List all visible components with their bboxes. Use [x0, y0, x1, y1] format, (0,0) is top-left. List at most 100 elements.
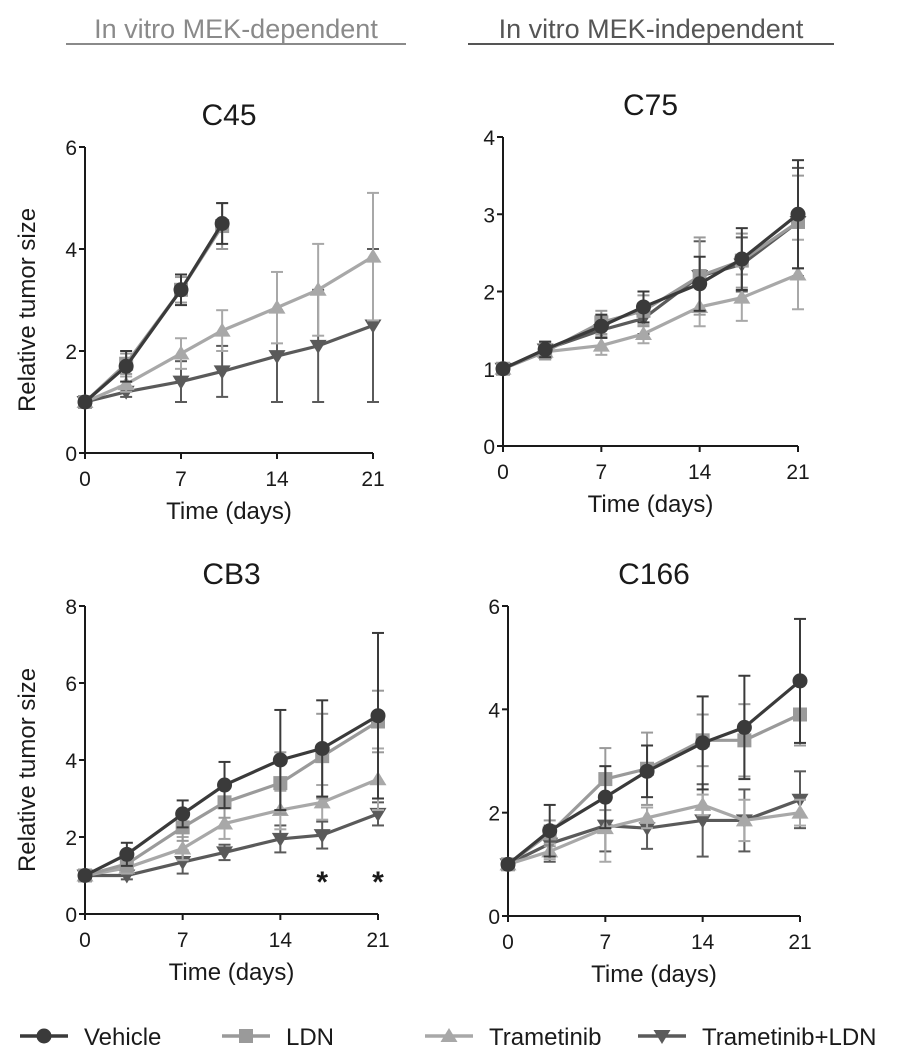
- x-tick-label: 14: [265, 468, 289, 491]
- data-point: [542, 823, 558, 839]
- x-tick-label: 21: [361, 468, 384, 491]
- header-right: In vitro MEK-independent: [499, 14, 804, 44]
- series-vehicle: [77, 202, 230, 410]
- y-tick-label: 2: [483, 282, 495, 305]
- legend-label: Trametinib: [489, 1024, 601, 1050]
- data-point: [172, 375, 190, 390]
- data-point: [635, 299, 651, 315]
- x-tick-label: 0: [79, 468, 91, 491]
- y-tick-label: 2: [65, 827, 77, 850]
- x-tick-label: 14: [688, 461, 712, 484]
- data-point: [735, 812, 753, 827]
- data-point: [694, 796, 712, 811]
- y-axis-label: Relative tumor size: [14, 668, 41, 872]
- data-point: [695, 735, 711, 751]
- data-point: [791, 804, 809, 819]
- series-vehicle: [77, 631, 386, 883]
- data-point: [268, 299, 286, 314]
- series-trametinib: [76, 191, 382, 408]
- data-point: [271, 832, 289, 847]
- data-point: [792, 673, 808, 689]
- legend-marker: [653, 1030, 671, 1044]
- data-point: [495, 361, 511, 377]
- data-point: [733, 289, 751, 304]
- data-point: [736, 719, 752, 735]
- significance-mark: *: [316, 866, 328, 899]
- legend-item: Trametinib: [425, 1024, 601, 1050]
- data-point: [314, 740, 330, 756]
- data-point: [309, 339, 327, 354]
- data-point: [638, 809, 656, 824]
- data-point: [77, 868, 93, 883]
- y-tick-label: 4: [483, 127, 495, 150]
- data-point: [537, 341, 553, 357]
- data-point: [172, 345, 190, 360]
- data-point: [639, 763, 655, 779]
- series-line: [83, 222, 224, 404]
- legend-item: Trametinib+LDN: [638, 1024, 877, 1050]
- series-vehicle: [500, 617, 808, 872]
- chart-title: C166: [618, 558, 690, 591]
- x-axis-label: Time (days): [166, 498, 292, 525]
- data-point: [216, 846, 234, 861]
- y-tick-label: 4: [488, 699, 500, 722]
- x-tick-label: 21: [786, 461, 809, 484]
- y-tick-label: 8: [65, 596, 77, 619]
- data-point: [364, 319, 382, 334]
- data-point: [500, 856, 516, 872]
- legend-label: Trametinib+LDN: [702, 1024, 877, 1050]
- data-point: [213, 365, 231, 380]
- chart-panel-3: C166 0 2 4 6 0 7 14 21 Time (days): [488, 558, 811, 988]
- data-point: [369, 807, 387, 822]
- data-point: [789, 266, 807, 281]
- y-tick-label: 1: [483, 359, 495, 382]
- x-tick-label: 0: [79, 929, 91, 952]
- data-point: [692, 276, 708, 292]
- x-tick-label: 7: [599, 931, 611, 954]
- x-axis-label: Time (days): [591, 961, 717, 988]
- chart-panel-1: C75 0 1 2 3 4 0 7 14 21 Time (days): [483, 89, 809, 518]
- legend: Vehicle LDN Trametinib Trametinib+LDN: [20, 1024, 877, 1050]
- legend-marker: [36, 1028, 52, 1044]
- data-point: [77, 394, 93, 410]
- data-point: [734, 251, 750, 267]
- data-point: [216, 815, 234, 830]
- chart-panel-0: C45 0 2 4 6 0 7 14 21 Time (days) Relative tumor s…: [14, 99, 385, 525]
- data-point: [119, 846, 135, 862]
- data-point: [214, 216, 230, 231]
- data-point: [175, 806, 191, 822]
- data-point: [634, 325, 652, 340]
- legend-item: LDN: [222, 1024, 334, 1050]
- data-point: [309, 281, 327, 296]
- y-tick-label: 0: [483, 436, 495, 459]
- data-point: [364, 248, 382, 263]
- data-point: [694, 814, 712, 829]
- legend-marker: [440, 1028, 458, 1042]
- x-axis-label: Time (days): [169, 959, 295, 986]
- chart-title: C75: [623, 89, 678, 122]
- data-point: [117, 376, 135, 391]
- y-tick-label: 2: [488, 803, 500, 826]
- data-point: [268, 350, 286, 365]
- data-point: [370, 708, 386, 724]
- x-tick-label: 21: [788, 931, 811, 954]
- data-point: [272, 752, 288, 768]
- significance-mark: *: [372, 866, 384, 899]
- x-tick-label: 14: [269, 929, 293, 952]
- y-tick-label: 0: [65, 443, 77, 466]
- chart-title: C45: [201, 99, 256, 132]
- data-point: [118, 358, 134, 374]
- y-tick-label: 4: [65, 750, 77, 773]
- chart-panel-2: CB3 0 2 4 6 8 0 7 14 21 Time (days) Relative tumor …: [14, 558, 390, 986]
- y-tick-label: 6: [65, 137, 77, 160]
- legend-marker: [239, 1029, 253, 1043]
- data-point: [597, 789, 613, 805]
- x-tick-label: 0: [502, 931, 514, 954]
- data-point: [213, 322, 231, 337]
- data-point: [173, 282, 189, 298]
- chart-title: CB3: [202, 558, 260, 591]
- data-point: [593, 318, 609, 334]
- data-point: [217, 777, 233, 793]
- x-axis-label: Time (days): [588, 491, 714, 518]
